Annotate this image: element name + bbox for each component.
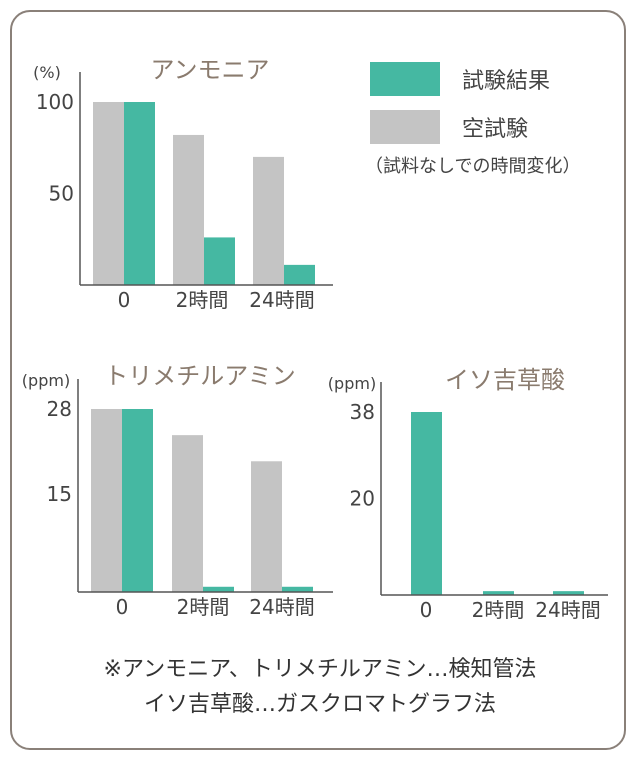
bar-test-3 [284,264,315,285]
chart-title: イソ吉草酸 [445,366,565,394]
chart-3: イソ吉草酸 (ppm) 38 20 0 2時間 24時間 [328,366,608,622]
x-tick-label: 0 [116,595,129,619]
y-tick-label: 100 [36,90,74,114]
bar-test-1 [124,102,155,285]
y-unit-label: (%) [33,63,61,82]
legend-swatch-blank [370,110,440,144]
legend-note-blank: （試料なしでの時間変化） [365,156,580,177]
x-tick-label: 0 [118,288,131,312]
x-tick-label: 24時間 [535,598,600,622]
y-tick-label: 28 [47,397,72,421]
method-note-line2: イソ吉草酸…ガスクロマトグラフ法 [143,692,496,717]
bar-blank-3 [253,156,284,285]
bar-blank-3 [251,461,282,592]
bar-blank-2 [172,435,203,592]
y-unit-label: (ppm) [328,374,376,393]
x-tick-label: 24時間 [249,595,314,619]
bar-blank-1 [91,409,122,592]
bar-test-3 [553,591,584,595]
y-tick-label: 15 [47,482,72,506]
bar-test-2 [204,237,235,285]
legend-label-blank: 空試験 [462,117,528,142]
x-tick-label: 0 [420,598,433,622]
chart-title: アンモニア [150,56,269,84]
bar-blank-1 [93,102,124,285]
method-note-line1: ※アンモニア、トリメチルアミン…検知管法 [103,657,537,682]
x-tick-label: 2時間 [177,595,230,619]
x-tick-label: 2時間 [176,288,229,312]
x-tick-label: 24時間 [249,288,314,312]
legend-swatch-test-result [370,62,440,96]
bar-test-2 [203,586,234,592]
y-unit-label: (ppm) [22,371,70,390]
bar-test-2 [483,591,514,595]
legend-label-test-result: 試験結果 [462,69,550,94]
y-tick-label: 20 [350,487,375,511]
chart-title: トリメチルアミン [104,362,296,390]
chart-1: アンモニア (%) 100 50 0 2時間 24時間 [33,56,333,312]
x-tick-label: 2時間 [472,598,525,622]
bar-test-1 [122,409,153,592]
y-tick-label: 50 [49,182,74,206]
legend: 試験結果 空試験 （試料なしでの時間変化） [365,62,580,177]
bar-blank-2 [173,134,204,285]
chart-2: トリメチルアミン (ppm) 28 15 0 2時間 24時間 [22,362,333,619]
bar-test-1 [411,412,442,595]
y-tick-label: 38 [350,400,375,424]
bar-test-3 [282,586,313,592]
